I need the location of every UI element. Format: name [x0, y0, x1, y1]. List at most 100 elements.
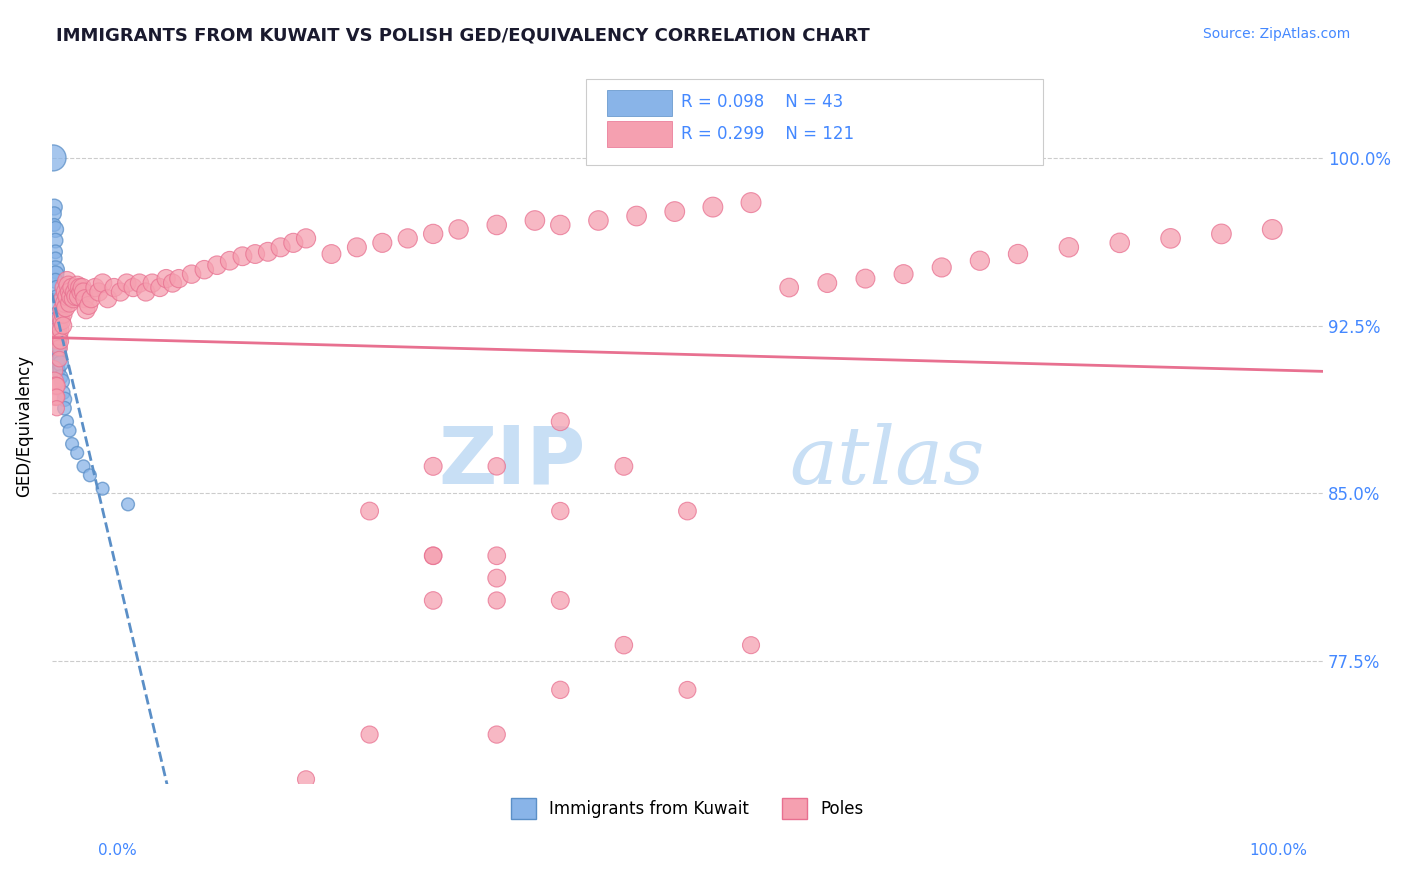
- Point: [60, 280, 83, 294]
- Point: [257, 244, 280, 259]
- Point: [63, 285, 86, 299]
- Point: [48, 352, 70, 367]
- Point: [59, 289, 82, 303]
- Point: [46, 345, 69, 359]
- Point: [48, 341, 70, 355]
- Point: [51, 314, 73, 328]
- Point: [53, 401, 76, 416]
- Point: [422, 593, 444, 607]
- Point: [485, 549, 508, 563]
- Point: [46, 363, 69, 377]
- Point: [371, 235, 394, 250]
- Point: [893, 267, 915, 281]
- Point: [62, 292, 84, 306]
- Point: [44, 200, 66, 214]
- Point: [45, 307, 67, 321]
- Point: [45, 311, 67, 326]
- Point: [485, 459, 508, 474]
- Point: [45, 274, 67, 288]
- Point: [45, 325, 67, 339]
- Point: [45, 252, 67, 266]
- Point: [115, 276, 138, 290]
- Point: [75, 302, 97, 317]
- Point: [740, 638, 762, 652]
- Point: [58, 424, 80, 438]
- Point: [91, 276, 114, 290]
- Point: [45, 379, 67, 393]
- Text: 0.0%: 0.0%: [98, 843, 138, 858]
- Point: [613, 638, 636, 652]
- FancyBboxPatch shape: [607, 90, 672, 116]
- Point: [51, 302, 73, 317]
- Point: [49, 311, 72, 326]
- Text: Source: ZipAtlas.com: Source: ZipAtlas.com: [1202, 27, 1350, 41]
- Point: [46, 329, 69, 343]
- Point: [485, 728, 508, 742]
- Point: [48, 329, 70, 343]
- Text: R = 0.299    N = 121: R = 0.299 N = 121: [681, 125, 855, 143]
- Point: [73, 292, 96, 306]
- Point: [49, 334, 72, 349]
- Point: [65, 289, 87, 303]
- Point: [46, 334, 69, 349]
- Point: [218, 253, 240, 268]
- Point: [1057, 240, 1080, 254]
- Point: [46, 334, 69, 349]
- Point: [855, 271, 877, 285]
- Point: [42, 363, 65, 377]
- Point: [117, 497, 139, 511]
- Point: [931, 260, 953, 275]
- Point: [447, 222, 470, 236]
- Point: [91, 482, 114, 496]
- Point: [60, 437, 83, 451]
- Point: [141, 276, 163, 290]
- Point: [359, 504, 381, 518]
- Point: [969, 253, 991, 268]
- Point: [53, 392, 76, 407]
- Point: [485, 593, 508, 607]
- Point: [740, 195, 762, 210]
- Y-axis label: GED/Equivalency: GED/Equivalency: [15, 355, 32, 497]
- Point: [55, 285, 77, 299]
- Point: [676, 682, 699, 697]
- Point: [52, 385, 75, 400]
- Point: [72, 280, 94, 294]
- Point: [48, 341, 70, 355]
- Point: [66, 278, 89, 293]
- Point: [422, 549, 444, 563]
- Point: [49, 370, 72, 384]
- Point: [167, 271, 190, 285]
- Point: [1211, 227, 1233, 241]
- Point: [45, 267, 67, 281]
- Point: [550, 415, 572, 429]
- Point: [97, 292, 120, 306]
- Point: [128, 276, 150, 290]
- Point: [550, 218, 572, 232]
- Point: [626, 209, 648, 223]
- Point: [58, 285, 80, 299]
- Point: [243, 247, 266, 261]
- Point: [193, 262, 215, 277]
- Point: [45, 222, 67, 236]
- FancyBboxPatch shape: [586, 79, 1043, 165]
- Point: [45, 296, 67, 310]
- Point: [42, 151, 65, 165]
- Point: [396, 231, 419, 245]
- Point: [45, 401, 67, 416]
- Point: [52, 307, 75, 321]
- Point: [122, 280, 145, 294]
- Point: [44, 207, 66, 221]
- Point: [72, 459, 94, 474]
- Point: [110, 285, 132, 299]
- Point: [778, 280, 800, 294]
- Point: [53, 280, 76, 294]
- Point: [84, 280, 107, 294]
- Point: [46, 357, 69, 371]
- Point: [231, 249, 253, 263]
- Point: [1007, 247, 1029, 261]
- Point: [103, 280, 125, 294]
- Point: [155, 271, 177, 285]
- Point: [53, 296, 76, 310]
- Point: [45, 280, 67, 294]
- Point: [45, 390, 67, 404]
